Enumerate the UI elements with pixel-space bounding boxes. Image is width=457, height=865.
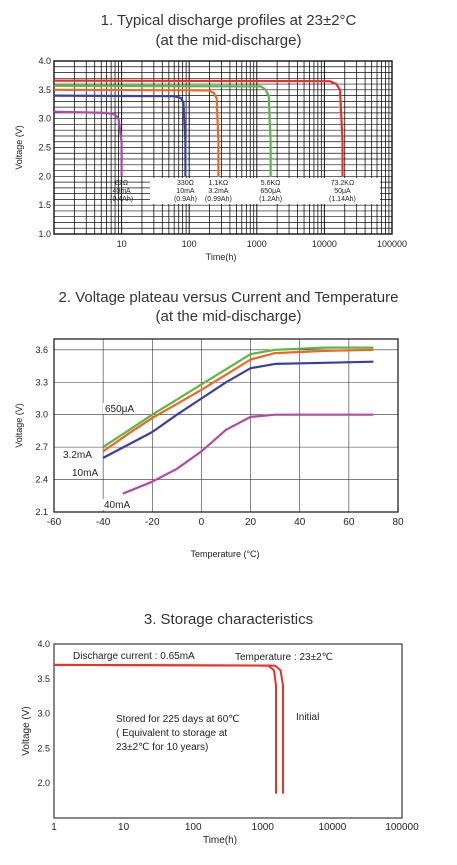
- chart2-series-label: 10mA: [72, 468, 98, 479]
- chart1-series-line: [53, 88, 220, 177]
- chart1-load-label: 1.1KΩ: [209, 180, 229, 187]
- chart3-temperature-annotation: Temperature : 23±2℃: [235, 652, 333, 663]
- chart3-stored-annotation: Stored for 225 days at 60℃: [116, 714, 240, 725]
- chart1-ytick-label: 4.0: [38, 56, 51, 66]
- chart2-xtick-label: 20: [245, 517, 257, 528]
- chart1-current-label: 10mA: [176, 188, 195, 195]
- chart1-capacity-label: (0.99Ah): [205, 196, 232, 203]
- chart3-series-line: [53, 663, 284, 794]
- chart2-series-label: 40mA: [104, 500, 130, 511]
- chart2-xtick-label: 40: [294, 517, 306, 528]
- chart1-capacity-label: (0.9Ah): [174, 196, 197, 203]
- chart1-load-label: 73.2KΩ: [331, 180, 355, 187]
- chart3-title: 3. Storage characteristics: [143, 611, 314, 628]
- chart1-xlabel: Time(h): [206, 252, 237, 262]
- chart2-series-label: 650μA: [105, 404, 134, 415]
- chart2-series-label: 3.2mA: [63, 450, 92, 461]
- chart2-xtick-label: 60: [343, 517, 355, 528]
- chart2-xtick-label: -40: [96, 517, 111, 528]
- chart3-xtick-label: 1: [51, 822, 57, 833]
- chart2-series-line: [102, 346, 374, 449]
- chart1-current-label: 3.2mA: [208, 188, 229, 195]
- chart3-initial-annotation: Initial: [296, 712, 319, 723]
- chart1-capacity-label: (0.4Ah): [110, 196, 133, 203]
- chart2-title: 2. Voltage plateau versus Current and Te…: [58, 289, 399, 306]
- chart2-xtick-label: -20: [145, 517, 160, 528]
- chart1-ytick-label: 2.0: [38, 171, 51, 181]
- chart2-ytick-label: 2.4: [35, 475, 48, 485]
- chart2-xtick-label: 0: [199, 517, 205, 528]
- chart1-series-line: [53, 84, 272, 177]
- chart1-series-line: [53, 79, 344, 177]
- chart2-series-line: [122, 413, 374, 495]
- chart1-xtick-label: 10000: [312, 239, 337, 249]
- chart2-ytick-label: 2.7: [35, 442, 48, 452]
- chart3-current-annotation: Discharge current : 0.65mA: [73, 651, 195, 662]
- chart1-capacity-label: (1.14Ah): [329, 196, 356, 203]
- chart1-xtick-label: 100000: [377, 239, 407, 249]
- chart1-subtitle: (at the mid-discharge): [155, 32, 302, 49]
- chart1-ytick-label: 1.0: [38, 229, 51, 239]
- chart2-xtick-label: 80: [392, 517, 404, 528]
- chart2-subtitle: (at the mid-discharge): [155, 308, 302, 325]
- chart1-ytick-label: 2.5: [38, 143, 51, 153]
- chart1-current-label: 50μA: [334, 188, 351, 195]
- chart2-series-label-bg: [61, 449, 95, 460]
- chart2-series-line: [102, 360, 374, 459]
- chart1-series-line: [53, 110, 123, 177]
- chart2-ytick-label: 2.1: [35, 507, 48, 517]
- chart3-stored-annotation: ( Equivalent to storage at: [116, 728, 227, 739]
- chart3-frame: [53, 643, 403, 819]
- chart1-current-label: 40mA: [112, 188, 131, 195]
- chart2-ytick-label: 3.6: [35, 345, 48, 355]
- chart1-ytick-label: 1.5: [38, 200, 51, 210]
- chart3-ytick-label: 4.0: [37, 639, 50, 649]
- chart3-xtick-label: 100000: [385, 822, 419, 833]
- chart1-title: 1. Typical discharge profiles at 23±2°C: [100, 12, 357, 29]
- chart2-xlabel: Temperature (°C): [190, 549, 259, 559]
- chart3-xtick-label: 10: [118, 822, 130, 833]
- chart1-ytick-label: 3.5: [38, 85, 51, 95]
- chart2-ylabel: Voltage (V): [14, 403, 24, 448]
- chart1-ylabel: Voltage (V): [14, 125, 24, 170]
- chart1-series-line: [53, 94, 187, 177]
- chart2-series-label-bg: [103, 403, 137, 414]
- chart2-ytick-label: 3.0: [35, 410, 48, 420]
- chart1-load-label: 5.6KΩ: [261, 180, 281, 187]
- chart3-ytick-label: 2.0: [37, 778, 50, 788]
- chart2-frame: [53, 338, 399, 513]
- chart1-xtick-label: 1000: [247, 239, 267, 249]
- chart1-load-label: 330Ω: [177, 180, 194, 187]
- chart3-ytick-label: 2.5: [37, 743, 50, 753]
- chart2-series-label-bg: [102, 499, 130, 510]
- chart3-ytick-label: 3.0: [37, 709, 50, 719]
- chart2-xtick-label: -60: [47, 517, 62, 528]
- chart1-xtick-label: 10: [117, 239, 127, 249]
- chart1-ytick-label: 3.0: [38, 114, 51, 124]
- chart1-label-box: [150, 178, 380, 204]
- chart1-capacity-label: (1.2Ah): [259, 196, 282, 203]
- chart3-ytick-label: 3.5: [37, 674, 50, 684]
- chart2-series-label-bg: [70, 467, 98, 478]
- chart3-stored-annotation: 23±2℃ for 10 years): [116, 742, 208, 753]
- chart2-ytick-label: 3.3: [35, 377, 48, 387]
- chart3-ylabel: Voltage (V): [21, 706, 32, 755]
- chart3-xtick-label: 10000: [318, 822, 346, 833]
- chart3-xlabel: Time(h): [203, 835, 237, 846]
- chart3-xtick-label: 1000: [252, 822, 275, 833]
- chart1-frame: [53, 60, 393, 235]
- chart2-series-line: [102, 348, 374, 453]
- chart1-current-label: 650μA: [260, 188, 281, 195]
- chart3-xtick-label: 100: [185, 822, 202, 833]
- chart1-xtick-label: 100: [182, 239, 197, 249]
- chart1-load-label: 82Ω: [115, 180, 128, 187]
